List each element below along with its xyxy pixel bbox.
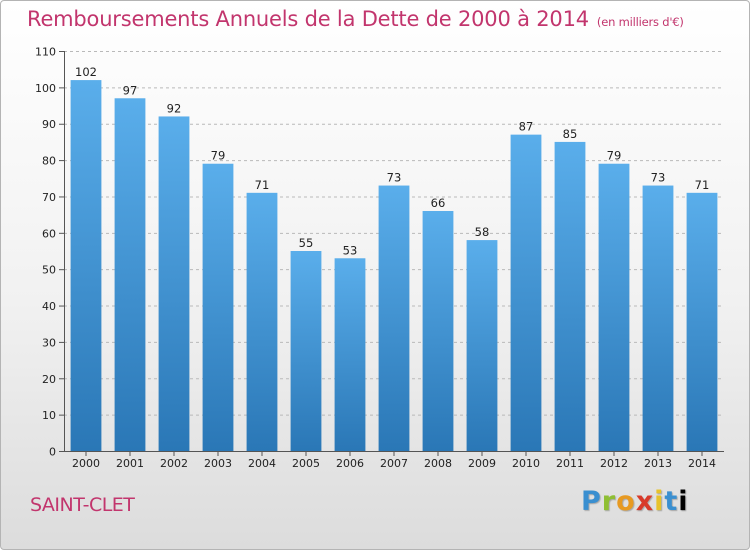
x-tick-label: 2013: [644, 457, 672, 470]
bar-2001: [114, 98, 146, 451]
x-tick-label: 2005: [292, 457, 320, 470]
data-label-2014: 71: [695, 178, 710, 192]
bars: [70, 80, 718, 452]
proxiti-logo: Proxiti: [581, 486, 689, 517]
place-name: SAINT-CLET: [30, 494, 135, 516]
data-label-2008: 66: [431, 196, 446, 210]
data-label-2003: 79: [211, 149, 226, 163]
y-tick-label: 100: [35, 82, 56, 95]
chart-title: Remboursements Annuels de la Dette de 20…: [27, 7, 684, 31]
data-label-2005: 55: [299, 236, 314, 250]
y-tick-label: 40: [42, 300, 56, 313]
bar-2006: [334, 258, 366, 451]
data-label-2000: 102: [75, 65, 97, 79]
x-tick-label: 2010: [512, 457, 540, 470]
logo-letter: P: [581, 486, 602, 517]
data-label-2007: 73: [387, 171, 402, 185]
data-label-2012: 79: [607, 149, 622, 163]
logo-letter: t: [664, 486, 679, 517]
axes: [59, 51, 724, 456]
chart-title-text: Remboursements Annuels de la Dette de 20…: [27, 7, 589, 31]
y-tick-label: 70: [42, 191, 56, 204]
logo-letter: i: [678, 486, 689, 517]
bar-2013: [642, 185, 674, 451]
bar-2002: [158, 116, 190, 452]
x-tick-label: 2001: [116, 457, 144, 470]
labels: 0 10 20 30 40 50 60 70 80 90 100 110 102 2000 97 2001 92…: [35, 46, 716, 471]
logo-letter: x: [635, 486, 655, 517]
logo-letter: r: [601, 486, 617, 517]
x-tick-label: 2002: [160, 457, 188, 470]
x-tick-label: 2014: [688, 457, 716, 470]
y-tick-label: 0: [49, 446, 56, 459]
x-tick-label: 2011: [556, 457, 584, 470]
data-label-2002: 92: [167, 101, 182, 115]
bar-2010: [510, 134, 542, 452]
data-label-2009: 58: [475, 225, 490, 239]
y-tick-label: 10: [42, 409, 56, 422]
y-tick-label: 90: [42, 118, 56, 131]
x-tick-label: 2006: [336, 457, 364, 470]
y-tick-label: 80: [42, 155, 56, 168]
data-label-2013: 73: [651, 171, 666, 185]
logo-letter: i: [654, 486, 665, 517]
data-label-2010: 87: [519, 120, 534, 134]
y-tick-label: 60: [42, 227, 56, 240]
bar-2004: [246, 192, 278, 451]
logo-letter: o: [616, 486, 636, 517]
x-tick-label: 2008: [424, 457, 452, 470]
bar-2014: [686, 192, 718, 451]
y-tick-label: 110: [35, 46, 56, 59]
bar-2009: [466, 240, 498, 451]
data-label-2004: 71: [255, 178, 270, 192]
bar-2005: [290, 251, 322, 451]
data-label-2011: 85: [563, 127, 578, 141]
x-tick-label: 2003: [204, 457, 232, 470]
x-tick-label: 2000: [72, 457, 100, 470]
bar-2003: [202, 163, 234, 451]
y-tick-label: 30: [42, 336, 56, 349]
y-tick-label: 20: [42, 373, 56, 386]
x-tick-label: 2009: [468, 457, 496, 470]
data-label-2006: 53: [343, 243, 358, 257]
bar-2007: [378, 185, 410, 451]
y-tick-label: 50: [42, 264, 56, 277]
bar-2000: [70, 80, 102, 451]
x-tick-label: 2012: [600, 457, 628, 470]
bar-2011: [554, 141, 586, 451]
x-tick-label: 2007: [380, 457, 408, 470]
chart-subtitle: (en milliers d'€): [596, 15, 684, 29]
bar-2012: [598, 163, 630, 451]
bar-2008: [422, 211, 454, 451]
data-label-2001: 97: [123, 83, 138, 97]
x-tick-label: 2004: [248, 457, 276, 470]
